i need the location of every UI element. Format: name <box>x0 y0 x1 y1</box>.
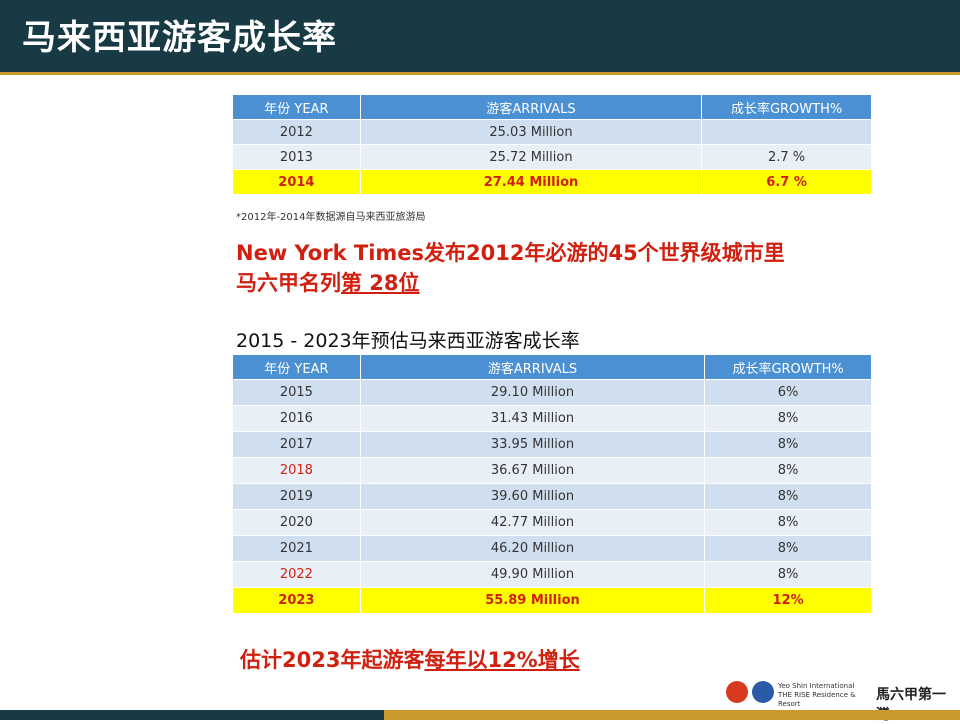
table-row: 2019 39.60 Million 8% <box>232 483 872 510</box>
headline-nyt-prefix: 马六甲名列 <box>236 271 341 295</box>
brand-line2: THE RISE Residence & Resort <box>778 691 856 708</box>
brand-text: Yeo Shin International THE RISE Residenc… <box>778 682 868 709</box>
cell-growth: 2.7 % <box>701 144 872 170</box>
page-title: 马来西亚游客成长率 <box>22 18 337 58</box>
table-row: 2012 25.03 Million <box>232 119 872 145</box>
cell-arrivals: 31.43 Million <box>359 405 706 432</box>
header-growth: 成长率GROWTH% <box>701 94 872 120</box>
cell-growth: 8% <box>704 535 872 562</box>
headline-nyt-rank: 第 28位 <box>341 271 420 295</box>
cell-arrivals: 46.20 Million <box>359 535 706 562</box>
cell-year: 2012 <box>232 119 361 145</box>
table-row: 2022 49.90 Million 8% <box>232 561 872 588</box>
cell-growth: 8% <box>704 483 872 510</box>
cell-arrivals: 25.03 Million <box>359 119 703 145</box>
cell-arrivals: 25.72 Million <box>359 144 703 170</box>
arrivals-forecast-table: 年份 YEAR 游客ARRIVALS 成长率GROWTH% 2015 29.10… <box>232 354 872 614</box>
table-row: 2018 36.67 Million 8% <box>232 457 872 484</box>
cell-arrivals: 29.10 Million <box>359 379 706 406</box>
cell-growth: 8% <box>704 431 872 458</box>
title-divider <box>0 72 960 75</box>
cell-growth: 12% <box>704 587 872 614</box>
table-row: 2017 33.95 Million 8% <box>232 431 872 458</box>
headline-nyt: New York Times发布2012年必游的45个世界级城市里 马六甲名列第… <box>236 238 785 298</box>
cell-year: 2019 <box>232 483 361 510</box>
cell-arrivals: 33.95 Million <box>359 431 706 458</box>
cell-growth: 8% <box>704 457 872 484</box>
cell-arrivals: 42.77 Million <box>359 509 706 536</box>
cell-year: 2023 <box>232 587 361 614</box>
footer-divider <box>0 710 960 720</box>
cell-year: 2013 <box>232 144 361 170</box>
cell-year: 2017 <box>232 431 361 458</box>
partner-logo-icon <box>752 681 774 703</box>
headline-forecast-rate: 每年以12%增长 <box>424 648 580 672</box>
forecast-subtitle: 2015 - 2023年预估马来西亚游客成长率 <box>236 330 580 352</box>
cell-growth: 8% <box>704 561 872 588</box>
cell-growth <box>701 119 872 145</box>
footer-logos: Yeo Shin International THE RISE Residenc… <box>726 680 956 723</box>
table-row: 2015 29.10 Million 6% <box>232 379 872 406</box>
header-arrivals: 游客ARRIVALS <box>359 354 706 380</box>
cell-year: 2015 <box>232 379 361 406</box>
header-year: 年份 YEAR <box>232 354 361 380</box>
table-row: 2016 31.43 Million 8% <box>232 405 872 432</box>
headline-nyt-line2: 马六甲名列第 28位 <box>236 268 785 298</box>
title-bar: 马来西亚游客成长率 <box>0 0 960 72</box>
brand-logo-icon <box>726 681 748 703</box>
table-row: 2013 25.72 Million 2.7 % <box>232 144 872 170</box>
cell-growth: 8% <box>704 405 872 432</box>
source-note: *2012年-2014年数据源自马来西亚旅游局 <box>236 212 426 223</box>
cell-year: 2021 <box>232 535 361 562</box>
table-row: 2020 42.77 Million 8% <box>232 509 872 536</box>
cell-arrivals: 49.90 Million <box>359 561 706 588</box>
table-row-highlighted: 2023 55.89 Million 12% <box>232 587 872 614</box>
header-arrivals: 游客ARRIVALS <box>359 94 703 120</box>
cell-arrivals: 39.60 Million <box>359 483 706 510</box>
header-year: 年份 YEAR <box>232 94 361 120</box>
headline-nyt-line1: New York Times发布2012年必游的45个世界级城市里 <box>236 241 785 265</box>
header-growth: 成长率GROWTH% <box>704 354 872 380</box>
cell-arrivals: 36.67 Million <box>359 457 706 484</box>
cell-year: 2014 <box>232 169 361 195</box>
cell-growth: 6.7 % <box>701 169 872 195</box>
table-row: 2021 46.20 Million 8% <box>232 535 872 562</box>
cell-arrivals: 27.44 Million <box>359 169 703 195</box>
headline-forecast-prefix: 估计2023年起游客 <box>240 648 425 672</box>
cell-year: 2020 <box>232 509 361 536</box>
cell-arrivals: 55.89 Million <box>359 587 706 614</box>
table-header-row: 年份 YEAR 游客ARRIVALS 成长率GROWTH% <box>232 94 872 120</box>
cell-year: 2018 <box>232 457 361 484</box>
cell-year: 2022 <box>232 561 361 588</box>
cell-growth: 8% <box>704 509 872 536</box>
brand-line1: Yeo Shin International <box>778 682 855 690</box>
arrivals-table-2012-2014: 年份 YEAR 游客ARRIVALS 成长率GROWTH% 2012 25.03… <box>232 94 872 195</box>
table-header-row: 年份 YEAR 游客ARRIVALS 成长率GROWTH% <box>232 354 872 380</box>
cell-growth: 6% <box>704 379 872 406</box>
headline-forecast: 估计2023年起游客每年以12%增长 <box>240 644 580 674</box>
table-row-highlighted: 2014 27.44 Million 6.7 % <box>232 169 872 195</box>
cell-year: 2016 <box>232 405 361 432</box>
